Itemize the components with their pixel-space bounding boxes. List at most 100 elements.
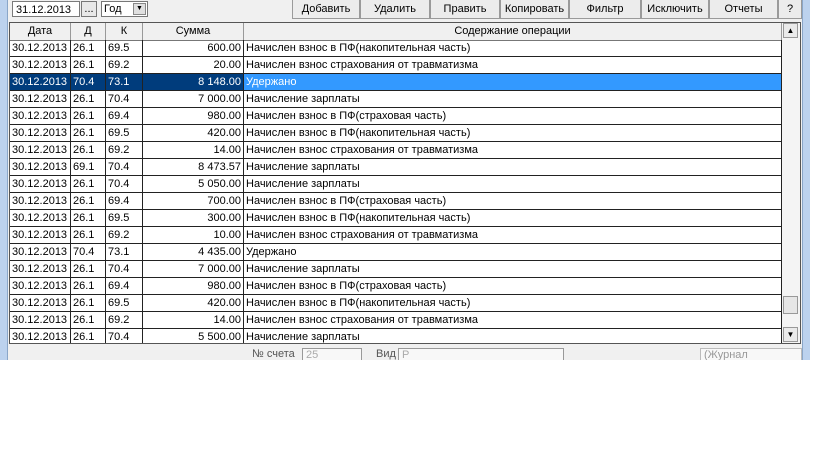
cell-description: Удержано: [244, 244, 782, 260]
cell-sum: 420.00: [143, 295, 244, 311]
cell-credit: 69.2: [106, 142, 143, 158]
cell-credit: 69.5: [106, 210, 143, 226]
cell-sum: 980.00: [143, 278, 244, 294]
app-window: 31.12.2013 ... Год ▼ Добавить Удалить Прави…: [0, 0, 810, 360]
journal-button[interactable]: (Журнал операций): [700, 348, 802, 360]
cell-credit: 70.4: [106, 261, 143, 277]
table-row[interactable]: 30.12.2013 26.1 69.4 700.00 Начислен взнос в…: [10, 193, 782, 210]
table-row[interactable]: 30.12.2013 26.1 69.4 980.00 Начислен взнос в…: [10, 278, 782, 295]
cell-credit: 69.5: [106, 40, 143, 56]
cell-sum: 420.00: [143, 125, 244, 141]
date-picker-button[interactable]: ...: [81, 1, 97, 17]
column-header-debit[interactable]: Д: [71, 23, 106, 40]
add-button[interactable]: Добавить: [292, 0, 360, 19]
table-row[interactable]: 30.12.2013 26.1 70.4 7 000.00 Начисление зар…: [10, 91, 782, 108]
table-row[interactable]: 30.12.2013 26.1 69.5 420.00 Начислен взнос в…: [10, 295, 782, 312]
cell-debit: 26.1: [71, 193, 106, 209]
cell-description: Начисление зарплаты: [244, 329, 782, 343]
cell-debit: 26.1: [71, 108, 106, 124]
cell-date: 30.12.2013: [10, 278, 71, 294]
cell-debit: 26.1: [71, 261, 106, 277]
column-header-description[interactable]: Содержание операции: [244, 23, 782, 40]
cell-date: 30.12.2013: [10, 312, 71, 328]
cell-sum: 600.00: [143, 40, 244, 56]
help-button[interactable]: ?: [778, 0, 802, 19]
filter-button[interactable]: Фильтр: [569, 0, 641, 19]
cell-credit: 70.4: [106, 176, 143, 192]
edit-button[interactable]: Править: [430, 0, 500, 19]
table-row[interactable]: 30.12.2013 70.4 73.1 4 435.00 Удержано: [10, 244, 782, 261]
cell-debit: 26.1: [71, 176, 106, 192]
table-row[interactable]: 30.12.2013 26.1 69.2 14.00 Начислен взнос ст…: [10, 142, 782, 159]
cell-description: Начислен взнос в ПФ(страховая часть): [244, 278, 782, 294]
window-frame-right: [802, 0, 810, 360]
column-header-credit[interactable]: К: [106, 23, 143, 40]
cell-sum: 4 435.00: [143, 244, 244, 260]
cell-debit: 26.1: [71, 91, 106, 107]
cell-sum: 8 148.00: [143, 74, 244, 90]
cell-credit: 70.4: [106, 159, 143, 175]
account-field[interactable]: 25: [302, 348, 362, 360]
cell-credit: 69.4: [106, 193, 143, 209]
window-frame-left: [0, 0, 8, 360]
cell-date: 30.12.2013: [10, 142, 71, 158]
cell-sum: 14.00: [143, 142, 244, 158]
cell-sum: 7 000.00: [143, 91, 244, 107]
cell-date: 30.12.2013: [10, 193, 71, 209]
cell-description: Начислен взнос страхования от травматизм…: [244, 227, 782, 243]
column-header-sum[interactable]: Сумма: [143, 23, 244, 40]
cell-description: Начисление зарплаты: [244, 91, 782, 107]
cell-credit: 69.2: [106, 312, 143, 328]
cell-date: 30.12.2013: [10, 91, 71, 107]
cell-debit: 26.1: [71, 278, 106, 294]
operations-table: Дата Д К Сумма Содержание операции 30.12.201…: [9, 22, 801, 344]
cell-sum: 14.00: [143, 312, 244, 328]
column-header-date[interactable]: Дата: [10, 23, 71, 40]
cell-credit: 69.5: [106, 295, 143, 311]
scroll-up-icon[interactable]: ▲: [783, 23, 798, 38]
cell-credit: 69.2: [106, 227, 143, 243]
table-row[interactable]: 30.12.2013 26.1 69.5 600.00 Начислен взнос в…: [10, 40, 782, 57]
table-row[interactable]: 30.12.2013 26.1 70.4 5 500.00 Начисление зар…: [10, 329, 782, 343]
cell-sum: 5 500.00: [143, 329, 244, 343]
cell-date: 30.12.2013: [10, 108, 71, 124]
table-row[interactable]: 30.12.2013 26.1 69.4 980.00 Начислен взнос в…: [10, 108, 782, 125]
cell-description: Начислен взнос в ПФ(накопительная часть): [244, 210, 782, 226]
table-row[interactable]: 30.12.2013 26.1 69.5 420.00 Начислен взнос в…: [10, 125, 782, 142]
chevron-down-icon[interactable]: ▼: [133, 3, 146, 15]
vertical-scrollbar[interactable]: ▲ ▼: [782, 23, 800, 343]
copy-button[interactable]: Копировать: [500, 0, 569, 19]
scroll-thumb[interactable]: [783, 296, 798, 314]
table-row[interactable]: 30.12.2013 26.1 70.4 7 000.00 Начисление зар…: [10, 261, 782, 278]
cell-debit: 26.1: [71, 57, 106, 73]
reports-button[interactable]: Отчеты: [709, 0, 778, 19]
cell-date: 30.12.2013: [10, 295, 71, 311]
cell-debit: 69.1: [71, 159, 106, 175]
cell-date: 30.12.2013: [10, 329, 71, 343]
cell-date: 30.12.2013: [10, 57, 71, 73]
cell-description: Начислен взнос в ПФ(страховая часть): [244, 193, 782, 209]
cell-description: Начислен взнос страхования от травматизм…: [244, 57, 782, 73]
table-header: Дата Д К Сумма Содержание операции: [10, 23, 782, 41]
cell-description: Начислен взнос страхования от травматизм…: [244, 312, 782, 328]
cell-sum: 980.00: [143, 108, 244, 124]
cell-debit: 26.1: [71, 40, 106, 56]
table-row[interactable]: 30.12.2013 26.1 69.5 300.00 Начислен взнос в…: [10, 210, 782, 227]
cell-debit: 26.1: [71, 142, 106, 158]
type-field[interactable]: Р: [398, 348, 564, 360]
table-row[interactable]: 30.12.2013 69.1 70.4 8 473.57 Начисление зар…: [10, 159, 782, 176]
cell-debit: 26.1: [71, 312, 106, 328]
table-row[interactable]: 30.12.2013 26.1 69.2 10.00 Начислен взнос ст…: [10, 227, 782, 244]
table-row[interactable]: 30.12.2013 26.1 69.2 14.00 Начислен взнос ст…: [10, 312, 782, 329]
cell-credit: 69.5: [106, 125, 143, 141]
date-input[interactable]: 31.12.2013: [12, 1, 80, 17]
cell-description: Начисление зарплаты: [244, 261, 782, 277]
period-select[interactable]: Год ▼: [101, 1, 148, 17]
delete-button[interactable]: Удалить: [360, 0, 430, 19]
table-row[interactable]: 30.12.2013 26.1 69.2 20.00 Начислен взнос ст…: [10, 57, 782, 74]
table-row[interactable]: 30.12.2013 70.4 73.1 8 148.00 Удержано: [10, 74, 782, 91]
table-row[interactable]: 30.12.2013 26.1 70.4 5 050.00 Начисление зар…: [10, 176, 782, 193]
exclude-button[interactable]: Исключить: [641, 0, 709, 19]
scroll-down-icon[interactable]: ▼: [783, 327, 798, 342]
cell-debit: 26.1: [71, 125, 106, 141]
